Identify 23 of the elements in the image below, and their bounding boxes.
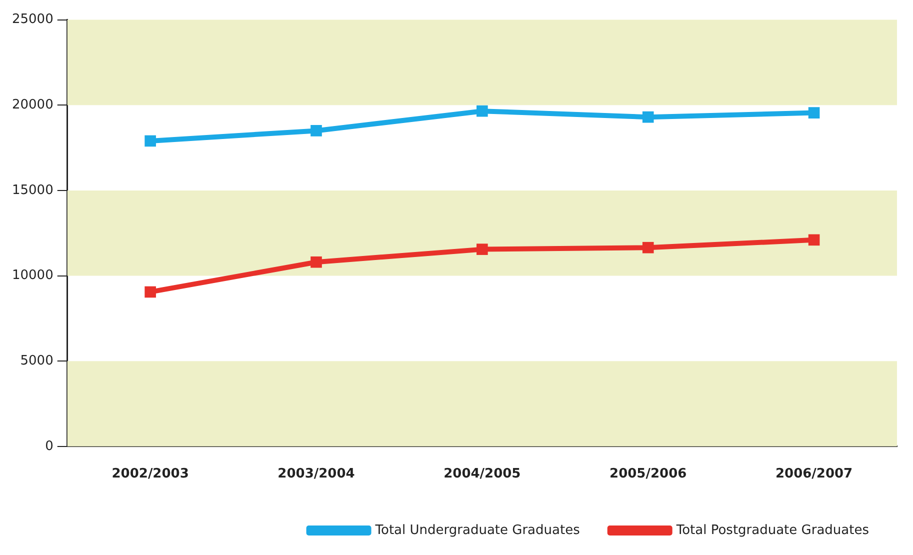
x-tick-label: 2006/2007 xyxy=(775,466,853,482)
y-tick-label: 20000 xyxy=(12,97,54,112)
y-tick-label: 15000 xyxy=(12,182,54,198)
point xyxy=(144,286,156,298)
point xyxy=(476,244,488,255)
x-tick-label: 2005/2006 xyxy=(610,466,687,482)
point xyxy=(808,234,820,246)
x-tick-label: 2003/2004 xyxy=(278,466,355,482)
point xyxy=(476,105,488,117)
y-tick-label: 10000 xyxy=(12,268,54,284)
point xyxy=(642,242,654,254)
legend-label: Total Undergraduate Graduates xyxy=(374,522,580,538)
x-tick-label: 2002/2003 xyxy=(112,466,189,482)
point xyxy=(144,135,156,147)
y-tick-label: 5000 xyxy=(20,353,54,368)
legend-label: Total Postgraduate Graduates xyxy=(675,522,870,538)
point xyxy=(642,111,654,123)
y-tick-label: 0 xyxy=(45,438,54,454)
y-tick-label: 25000 xyxy=(12,12,54,28)
x-tick-label: 2004/2005 xyxy=(444,466,521,482)
point xyxy=(808,107,820,118)
point xyxy=(310,256,322,268)
point xyxy=(310,125,322,136)
